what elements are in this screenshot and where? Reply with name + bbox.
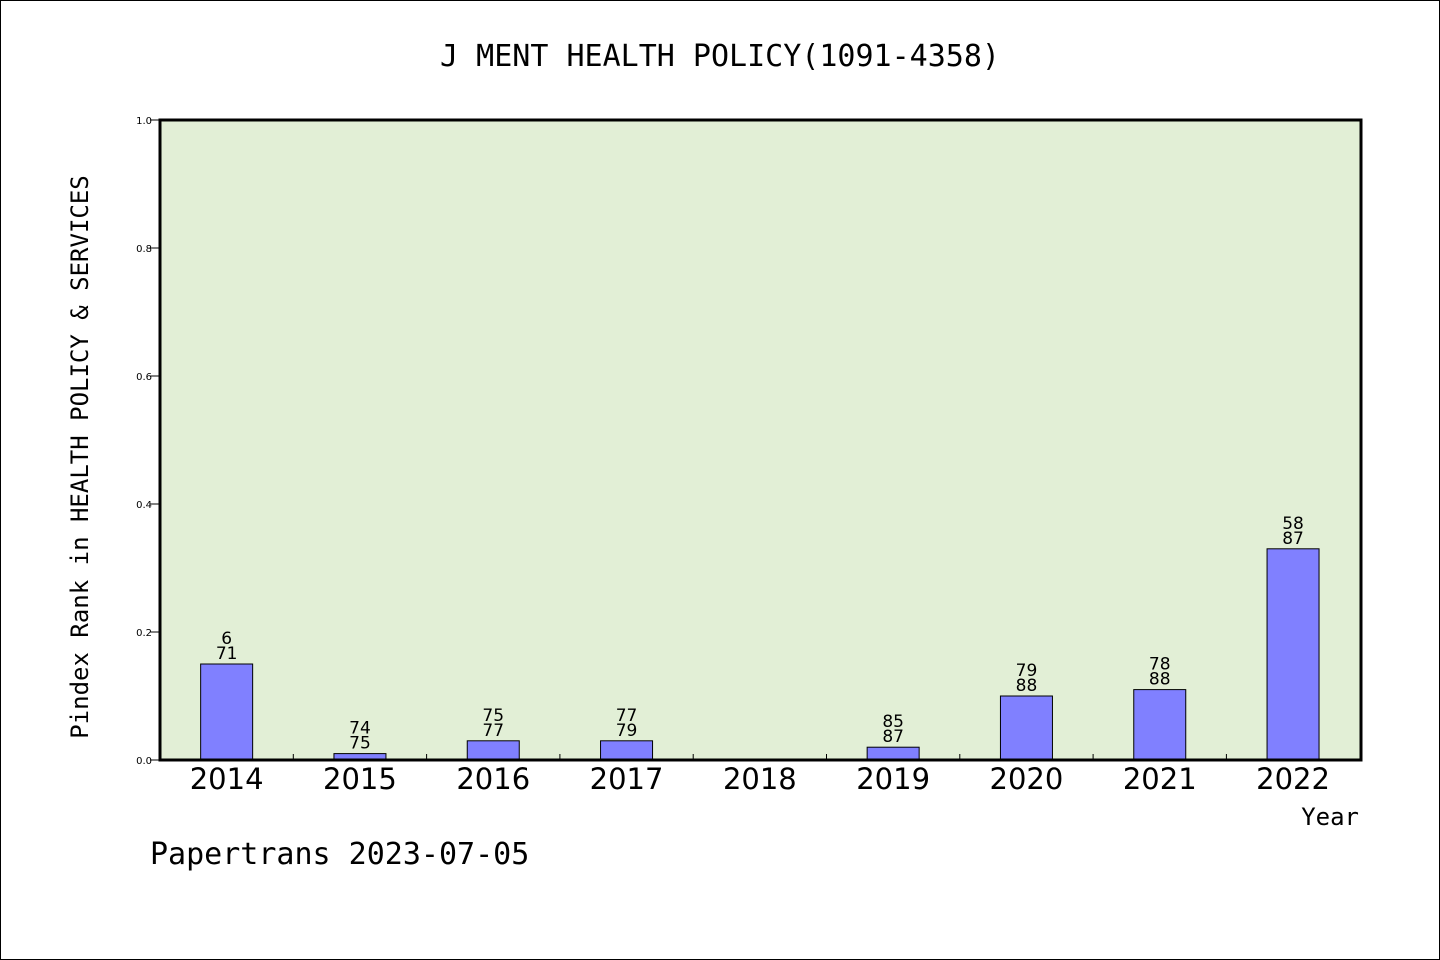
bar [600,740,654,761]
y-tick-label: 0.0 [136,756,152,767]
footer-text: Papertrans 2023-07-05 [150,837,529,872]
bar [866,746,920,761]
data-label-top: 74 [349,719,371,739]
x-axis: 2014 2015 2016 2017 2018 2019 2020 2021 2022 [190,754,1330,796]
chart-title: J MENT HEALTH POLICY(1091-4358) [440,39,1000,74]
data-label-bottom: 88 [1149,670,1171,690]
bar [1133,689,1187,761]
x-tick-label: 2017 [590,762,664,796]
bar [466,740,520,761]
x-tick-label: 2022 [1256,762,1330,796]
data-label-bottom: 88 [1016,676,1038,696]
y-axis: 0.0 0.2 0.4 0.6 0.8 1.0 [136,116,160,767]
data-label-bottom: 79 [616,721,638,741]
y-tick-label: 0.4 [136,500,152,511]
x-tick-label: 2018 [723,762,797,796]
data-label-bottom: 71 [216,644,238,664]
plot-area [160,120,1361,760]
x-axis-label: Year [1301,803,1359,831]
plot-border [158,118,1363,762]
y-tick-label: 0.8 [136,244,152,255]
x-tick-label: 2014 [190,762,264,796]
data-label-bottom: 87 [1282,529,1304,549]
y-axis-label: Pindex Rank in HEALTH POLICY & SERVICES [66,175,94,739]
data-label-bottom: 75 [349,734,371,754]
y-tick-label: 1.0 [136,116,152,127]
data-label-top: 58 [1282,514,1304,534]
x-tick-label: 2021 [1123,762,1197,796]
y-tick-label: 0.6 [136,372,152,383]
data-label-bottom: 87 [882,727,904,747]
bar [200,663,254,761]
data-label-top: 79 [1016,661,1038,681]
data-label-top: 6 [221,629,232,649]
bars-layer [200,548,1320,761]
data-label-top: 75 [482,706,504,726]
data-label-top: 85 [882,712,904,732]
bar [1266,548,1320,761]
bar [999,695,1053,761]
x-tick-label: 2020 [990,762,1064,796]
x-tick-label: 2015 [323,762,397,796]
data-label-top: 77 [616,706,638,726]
data-label-bottom: 77 [482,721,504,741]
x-tick-label: 2019 [856,762,930,796]
data-label-top: 78 [1149,655,1171,675]
x-tick-label: 2016 [456,762,530,796]
y-tick-label: 0.2 [136,628,152,639]
